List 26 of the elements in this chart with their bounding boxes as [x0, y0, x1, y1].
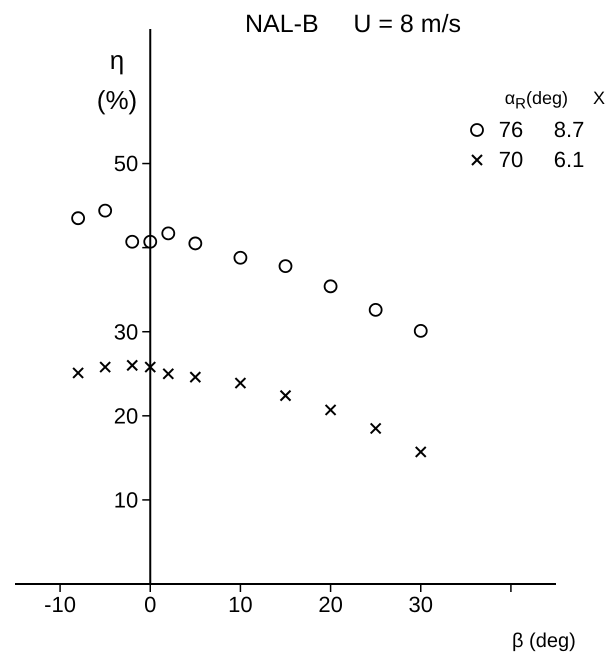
x-tick-label: 10	[228, 592, 253, 617]
point	[234, 250, 248, 265]
y-tick-label: 50	[114, 151, 138, 176]
point	[414, 324, 428, 338]
y-tick-label: 20	[114, 404, 138, 429]
point	[125, 234, 140, 249]
point	[98, 204, 112, 218]
legend-label: 70 6.1	[498, 146, 584, 173]
y-tick-label: 10	[114, 488, 138, 513]
point	[71, 211, 86, 226]
point	[278, 259, 292, 274]
point	[188, 236, 202, 250]
point	[324, 279, 338, 294]
y-tick-label: 30	[114, 319, 138, 344]
x-tick-label: 30	[408, 592, 433, 617]
point	[143, 234, 158, 249]
x-tick-label: -10	[44, 592, 76, 617]
point	[161, 226, 176, 240]
legend-label: 76 8.7	[498, 116, 584, 143]
y-axis-title: η (%)	[96, 44, 138, 117]
x-tick-label: 0	[144, 592, 156, 617]
chart-title: NAL-B U = 8 m/s	[245, 10, 462, 39]
legend-title: α$_{R}$(deg) X	[504, 88, 605, 113]
x-axis-title: β (deg)	[512, 630, 576, 653]
point	[368, 302, 383, 317]
x-tick-label: 20	[318, 592, 343, 617]
